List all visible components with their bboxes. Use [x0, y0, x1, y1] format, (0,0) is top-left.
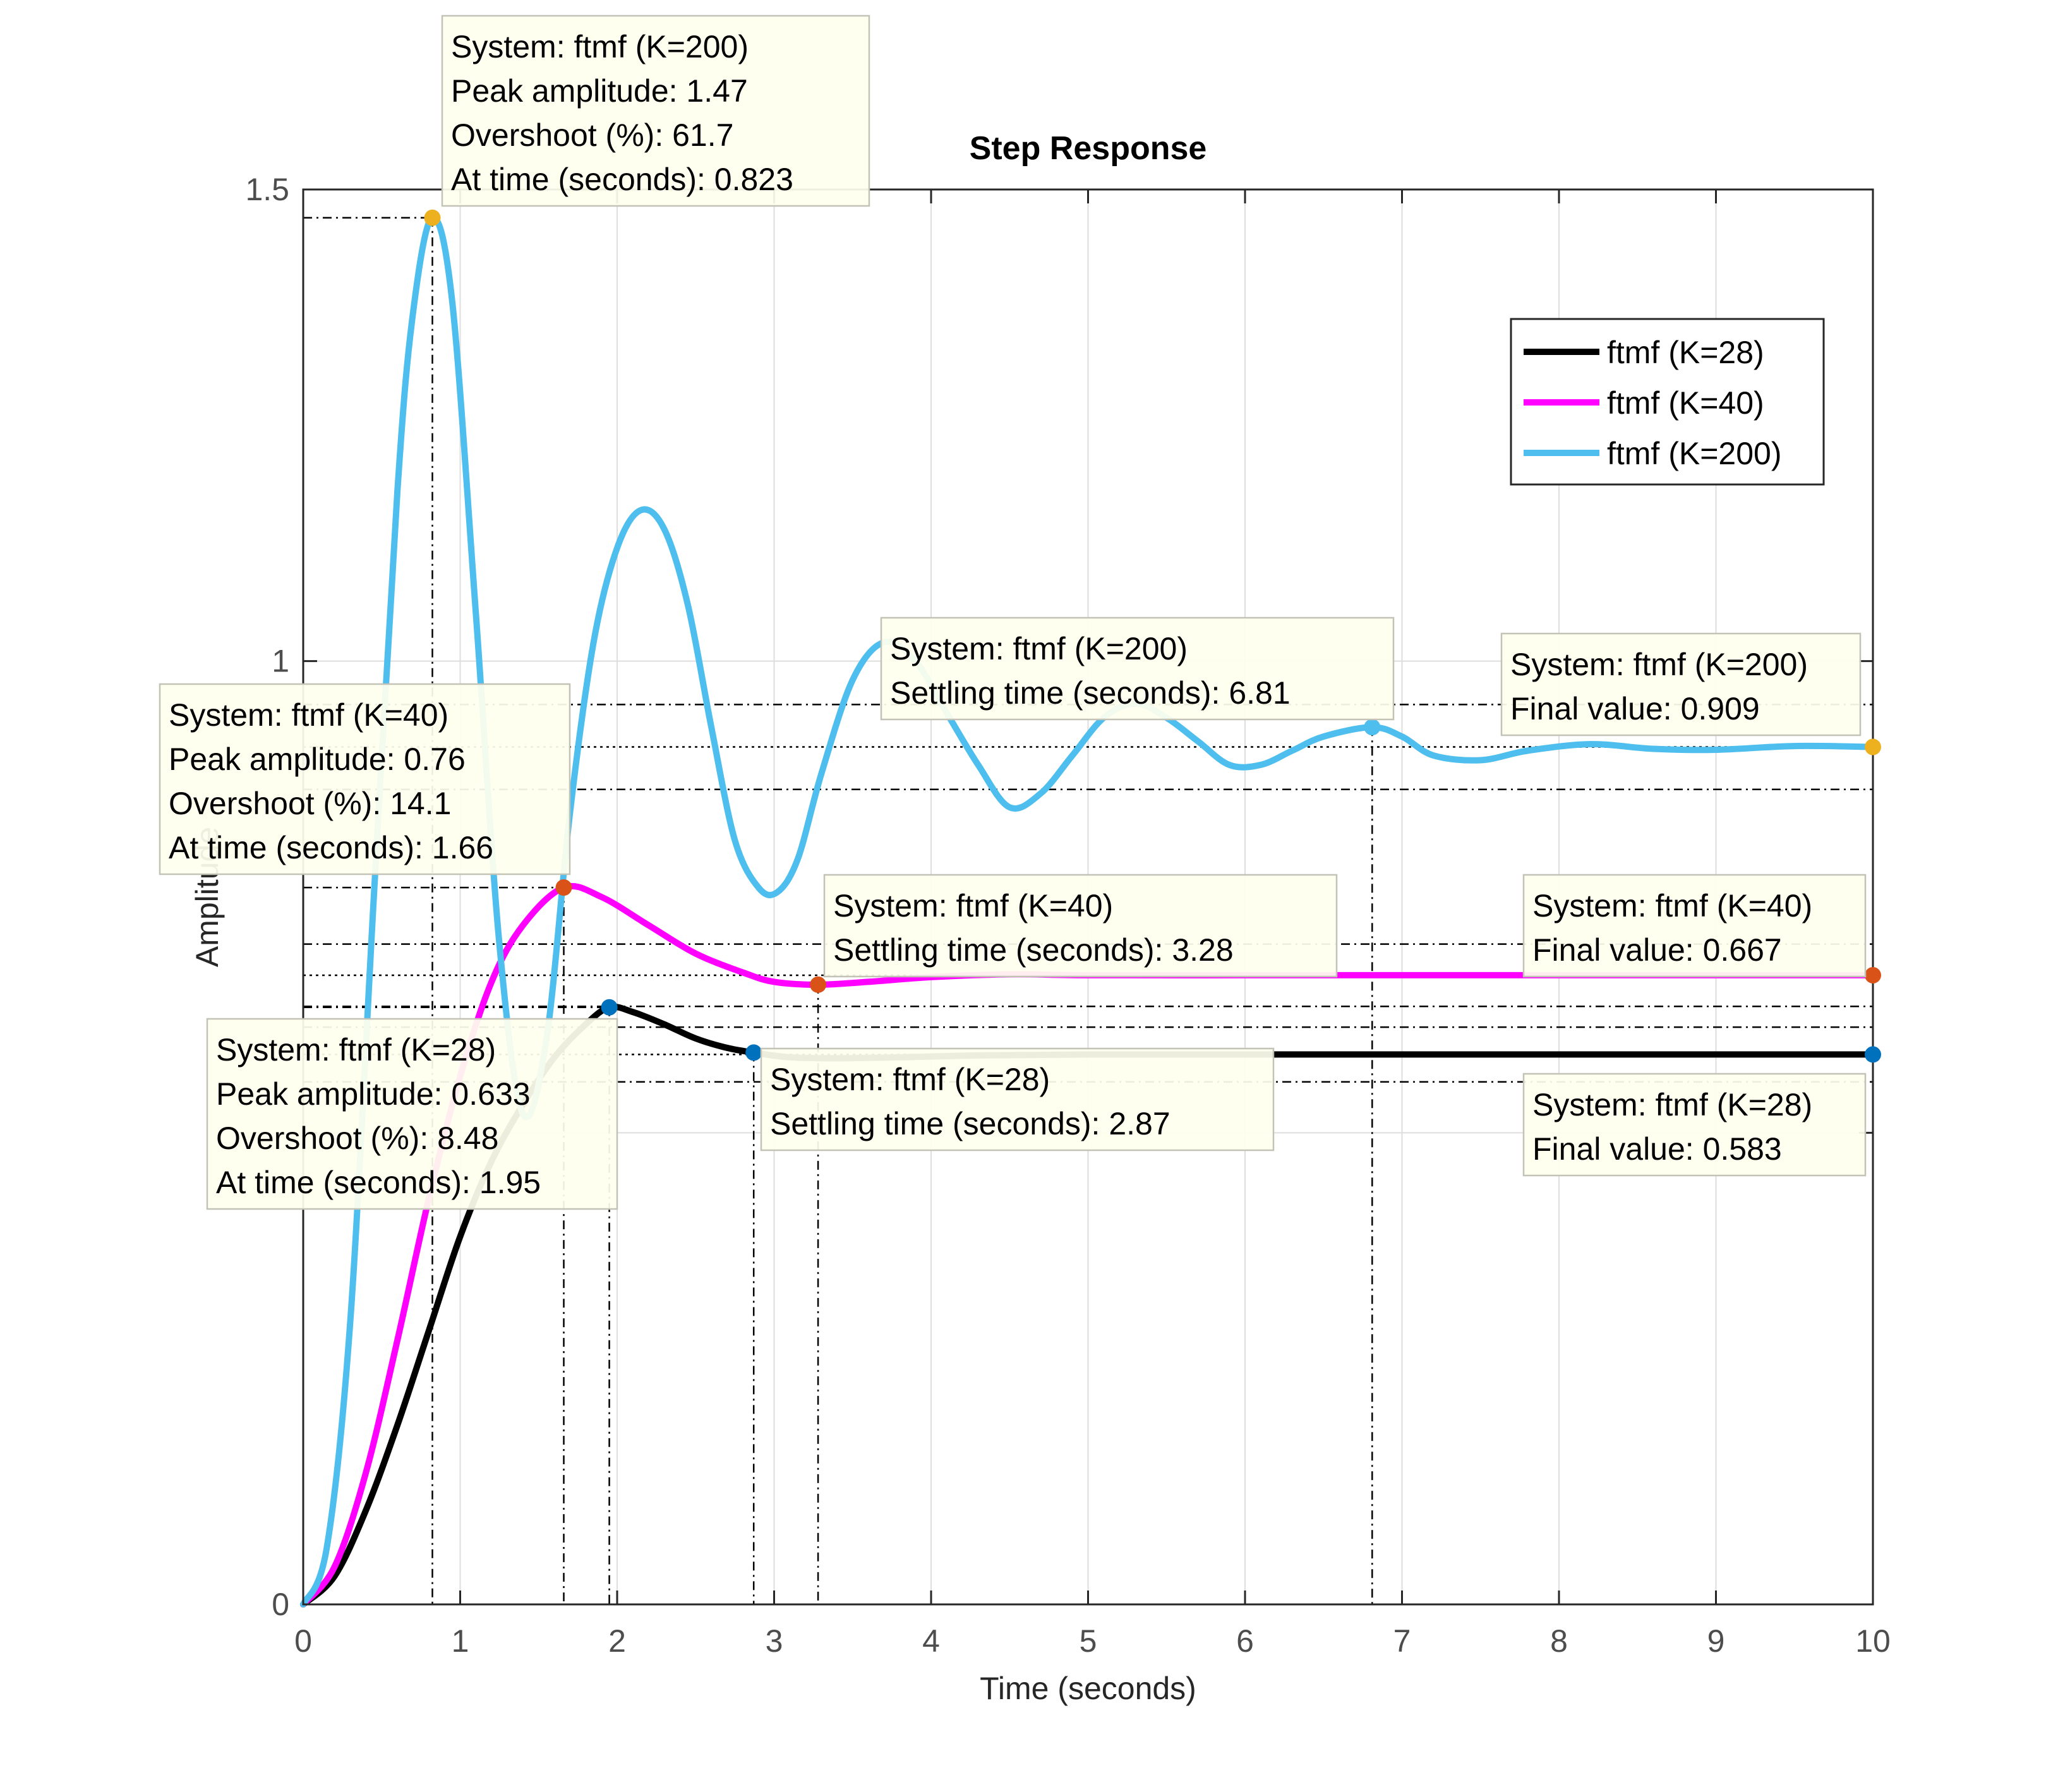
x-tick-label: 5 [1080, 1623, 1097, 1659]
legend: ftmf (K=28) ftmf (K=40) ftmf (K=200) [1510, 318, 1825, 486]
y-tick-label: 1 [272, 644, 289, 679]
datatip-text: Settling time (seconds): 3.28 [833, 932, 1234, 968]
datatip-text: Overshoot (%): 14.1 [169, 786, 451, 821]
datatip-text: Final value: 0.667 [1532, 932, 1782, 968]
datatip-box [1522, 874, 1867, 978]
datatip-marker [601, 999, 618, 1016]
x-tick-label: 3 [766, 1623, 783, 1659]
datatip-text: System: ftmf (K=40) [833, 888, 1113, 923]
legend-entry-k200: ftmf (K=200) [1607, 436, 1782, 471]
datatip-text: System: ftmf (K=40) [1532, 888, 1812, 923]
x-tick-label: 8 [1550, 1623, 1568, 1659]
datatip-marker [1865, 738, 1881, 755]
datatip-text: Final value: 0.909 [1510, 691, 1760, 726]
datatip-marker [1865, 966, 1881, 983]
series-lines [300, 214, 1876, 1608]
x-tick-label: 6 [1236, 1623, 1254, 1659]
datatip-marker [745, 1044, 762, 1061]
datatip-marker [1364, 719, 1381, 736]
datatip-text: Final value: 0.583 [1532, 1131, 1782, 1167]
datatip-text: System: ftmf (K=40) [169, 697, 448, 733]
datatip-text: At time (seconds): 0.823 [451, 162, 793, 197]
series-line-k40 [300, 882, 1876, 1608]
datatip: System: ftmf (K=200) Peak amplitude: 1.47… [441, 15, 870, 207]
datatip-text: Peak amplitude: 1.47 [451, 73, 748, 109]
x-tick-label: 10 [1855, 1623, 1891, 1659]
datatip: System: ftmf (K=200) Settling time (secon… [880, 616, 1395, 721]
datatip: System: ftmf (K=200) Final value: 0.909 [1500, 632, 1862, 737]
datatip-text: Settling time (seconds): 6.81 [890, 675, 1291, 711]
y-tick-label: 1.5 [245, 172, 289, 207]
datatip: System: ftmf (K=28) Settling time (second… [760, 1047, 1275, 1152]
datatip-text: System: ftmf (K=200) [451, 29, 749, 64]
datatips: System: ftmf (K=200) Peak amplitude: 1.47… [159, 15, 1867, 1210]
x-tick-label: 2 [608, 1623, 626, 1659]
x-tick-label: 7 [1393, 1623, 1411, 1659]
datatip-text: At time (seconds): 1.66 [169, 830, 493, 865]
datatip-box [159, 683, 571, 875]
datatip-box [206, 1018, 618, 1210]
axis-ticks: 0 1 2 3 4 5 6 7 8 9 10 0 1 1.5 [245, 172, 1890, 1659]
datatip-marker [810, 976, 827, 993]
datatip-box [441, 15, 870, 207]
x-tick-label: 4 [922, 1623, 940, 1659]
datatip-box [1500, 632, 1862, 737]
datatip-text: At time (seconds): 1.95 [216, 1165, 541, 1200]
y-tick-label: 0 [272, 1587, 289, 1622]
datatip-text: System: ftmf (K=200) [890, 631, 1188, 666]
datatip-text: Peak amplitude: 0.633 [216, 1076, 531, 1112]
series-line-k28 [300, 1003, 1876, 1608]
legend-entry-k40: ftmf (K=40) [1607, 385, 1764, 421]
datatip-marker [555, 879, 572, 896]
datatip-marker [424, 209, 441, 226]
datatip: System: ftmf (K=40) Peak amplitude: 0.76 O… [159, 683, 571, 875]
datatip-box [760, 1047, 1275, 1152]
x-tick-label: 0 [294, 1623, 312, 1659]
datatip-text: System: ftmf (K=28) [1532, 1087, 1812, 1122]
datatip-text: System: ftmf (K=200) [1510, 647, 1808, 682]
datatip-box [823, 874, 1338, 978]
datatip: System: ftmf (K=28) Peak amplitude: 0.633… [206, 1018, 618, 1210]
datatip-marker [1865, 1046, 1881, 1063]
legend-entry-k28: ftmf (K=28) [1607, 335, 1764, 370]
datatip: System: ftmf (K=40) Settling time (second… [823, 874, 1338, 978]
x-tick-label: 9 [1707, 1623, 1725, 1659]
datatip-text: Overshoot (%): 8.48 [216, 1121, 498, 1156]
chart-title: Step Response [970, 130, 1207, 167]
datatip: System: ftmf (K=28) Final value: 0.583 [1522, 1073, 1867, 1177]
datatip: System: ftmf (K=40) Final value: 0.667 [1522, 874, 1867, 978]
datatip-markers [424, 209, 1881, 1063]
datatip-text: Settling time (seconds): 2.87 [770, 1106, 1170, 1141]
datatip-text: System: ftmf (K=28) [216, 1032, 496, 1067]
datatip-text: Overshoot (%): 61.7 [451, 117, 733, 153]
datatip-text: Peak amplitude: 0.76 [169, 742, 466, 777]
x-tick-label: 1 [452, 1623, 469, 1659]
datatip-text: System: ftmf (K=28) [770, 1062, 1050, 1097]
datatip-box [880, 616, 1395, 721]
series-line-k200 [300, 214, 1876, 1608]
x-axis-label: Time (seconds) [980, 1671, 1196, 1706]
datatip-box [1522, 1073, 1867, 1177]
